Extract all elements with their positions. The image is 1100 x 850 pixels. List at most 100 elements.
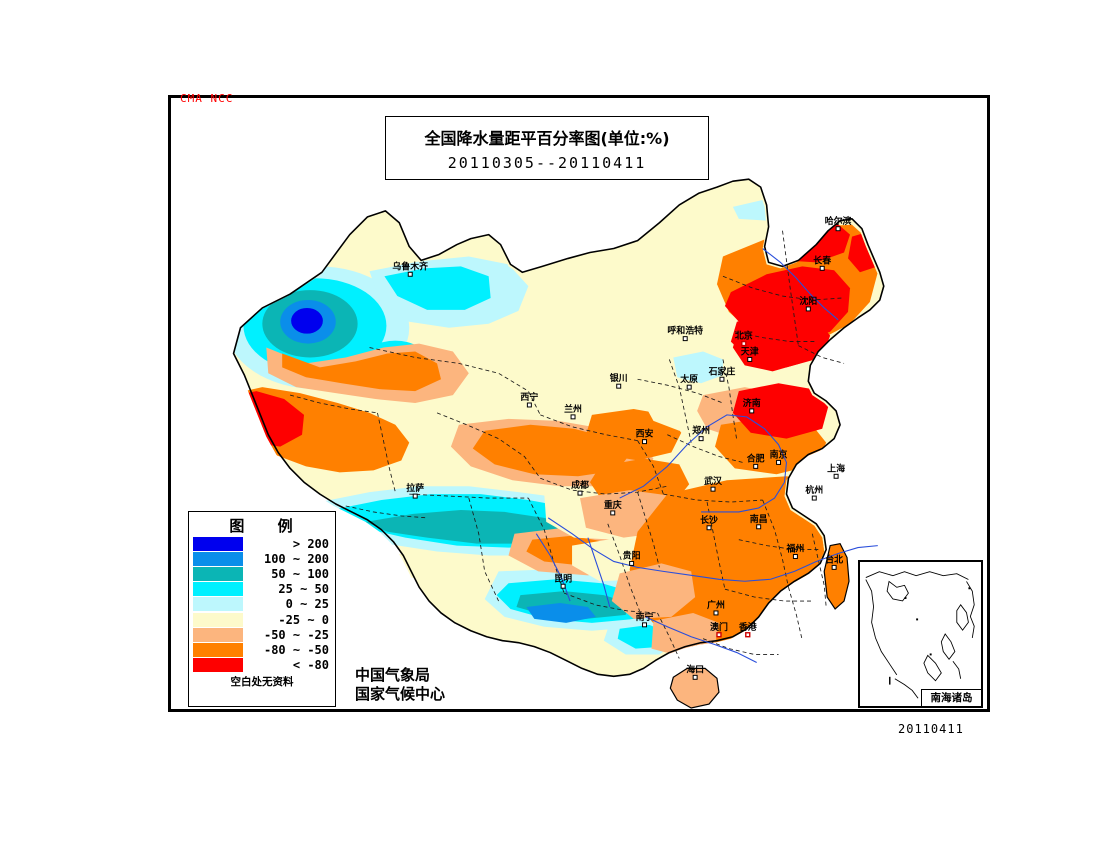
city-label: 拉萨 (406, 482, 424, 494)
legend-row[interactable]: < -80 (189, 658, 335, 673)
city-marker-dot (835, 226, 841, 232)
city-marker-dot (749, 408, 755, 414)
legend-row[interactable]: -50 ~ -25 (189, 627, 335, 642)
city-marker-dot (753, 463, 759, 469)
city-marker: 石家庄 (708, 365, 736, 382)
city-label: 台北 (825, 553, 843, 565)
legend-row[interactable]: 0 ~ 25 (189, 597, 335, 612)
agency-line-2: 国家气候中心 (355, 685, 446, 703)
legend-heading: 图 例 (229, 517, 307, 535)
city-label: 郑州 (692, 425, 710, 437)
legend-range-label: < -80 (292, 658, 329, 673)
city-marker-dot (692, 674, 698, 680)
city-marker-dot (706, 525, 712, 531)
city-label: 武汉 (704, 475, 722, 487)
city-label: 重庆 (604, 499, 622, 511)
city-marker-dot (560, 583, 566, 589)
city-marker: 沈阳 (799, 295, 817, 312)
city-marker: 上海 (827, 462, 845, 479)
city-label: 合肥 (747, 452, 765, 464)
legend-no-data-note: 空白处无资料 (230, 675, 294, 688)
city-label: 昆明 (554, 573, 572, 584)
city-marker: 合肥 (747, 452, 765, 469)
city-marker-dot (570, 414, 576, 420)
city-label: 沈阳 (799, 295, 817, 307)
legend-row[interactable]: 50 ~ 100 (189, 566, 335, 581)
city-marker-dot (610, 510, 616, 516)
city-marker-dot (713, 610, 719, 616)
city-marker: 武汉 (704, 475, 722, 492)
city-label: 杭州 (805, 484, 823, 496)
city-label: 澳门 (710, 621, 728, 633)
legend-color-swatch (193, 536, 243, 551)
legend-row[interactable]: -25 ~ 0 (189, 612, 335, 627)
city-marker-dot (526, 402, 532, 408)
city-marker: 南京 (770, 448, 788, 465)
city-marker: 香港 (738, 621, 757, 638)
legend-range-label: 0 ~ 25 (285, 597, 329, 612)
city-marker-dot (412, 493, 418, 499)
city-marker: 西宁 (520, 391, 538, 408)
city-marker-dot (642, 622, 647, 628)
capital-marker-dot (716, 632, 722, 638)
capital-marker-dot (741, 340, 747, 347)
city-label: 哈尔滨 (825, 215, 852, 227)
legend-color-swatch (193, 658, 243, 673)
region-sc-lightorange (611, 563, 696, 619)
map-title: 全国降水量距平百分率图(单位:%) (424, 129, 670, 148)
city-label: 太原 (680, 373, 698, 385)
city-marker-dot (819, 265, 825, 271)
hainan-island (669, 667, 720, 709)
city-marker-dot (698, 436, 704, 442)
city-marker: 昆明 (554, 573, 572, 589)
legend-color-swatch (193, 582, 243, 597)
city-label: 兰州 (564, 403, 582, 415)
city-marker-dot (629, 560, 635, 566)
city-marker-dot (756, 524, 762, 530)
south-china-sea-inset[interactable]: 南海诸岛 (858, 560, 983, 708)
city-label: 海口 (686, 663, 704, 675)
legend-color-swatch (193, 612, 243, 627)
city-marker: 广州 (707, 599, 725, 616)
legend-range-label: 100 ~ 200 (263, 551, 329, 566)
city-marker-dot (747, 356, 753, 362)
region-neimenggu-palecyan (673, 351, 723, 384)
city-marker: 郑州 (692, 425, 710, 442)
city-marker: 澳门 (710, 621, 728, 638)
city-label: 香港 (738, 621, 757, 633)
china-national-boundary (232, 178, 885, 678)
legend-row[interactable]: 100 ~ 200 (189, 551, 335, 566)
legend-panel[interactable]: 图 例 > 200 100 ~ 200 50 ~ 100 25 ~ 50 0 ~ 25-… (188, 511, 336, 707)
city-label-layer: 乌鲁木齐拉萨 西宁兰州 银川 呼和浩特太原石家庄 北京天津济南郑州 西安成都重庆 武汉 合肥南… (392, 215, 852, 680)
legend-color-swatch (193, 551, 243, 566)
city-label: 天津 (741, 345, 759, 357)
city-label: 广州 (707, 599, 725, 611)
city-marker: 乌鲁木齐 (392, 260, 428, 277)
taiwan-island (823, 542, 850, 610)
map-date-range: 20110305--20110411 (447, 154, 647, 172)
legend-row[interactable]: > 200 (189, 536, 335, 551)
legend-range-label: 25 ~ 50 (278, 582, 329, 597)
city-label: 石家庄 (708, 365, 736, 377)
region-liaoning-red (730, 311, 831, 368)
inset-map-svg (860, 562, 981, 706)
footer-date-stamp: 20110411 (898, 722, 964, 736)
city-marker-dot (407, 271, 413, 277)
legend-row[interactable]: 25 ~ 50 (189, 582, 335, 597)
province-boundaries (290, 230, 845, 659)
legend-row[interactable]: -80 ~ -50 (189, 642, 335, 657)
city-marker: 天津 (741, 345, 759, 362)
map-title-box: 全国降水量距平百分率图(单位:%) 20110305--20110411 (385, 116, 709, 180)
map-frame: 乌鲁木齐 拉萨 西宁 兰州 银川 呼和浩特 太原 石家庄 北京 天津 济南 郑州 西安 成都 重庆 武汉 合肥南… (168, 95, 990, 712)
city-marker: 西安 (636, 428, 654, 445)
city-label: 贵阳 (623, 549, 641, 561)
city-label: 呼和浩特 (667, 325, 703, 337)
city-marker: 南昌 (750, 513, 768, 530)
city-marker: 济南 (743, 397, 761, 414)
city-marker: 哈尔滨 (825, 215, 852, 232)
city-marker: 重庆 (604, 499, 622, 516)
region-shandong-red (732, 383, 829, 439)
city-marker: 呼和浩特 (667, 325, 703, 342)
legend-color-swatch (193, 627, 243, 642)
city-marker: 兰州 (564, 403, 582, 420)
